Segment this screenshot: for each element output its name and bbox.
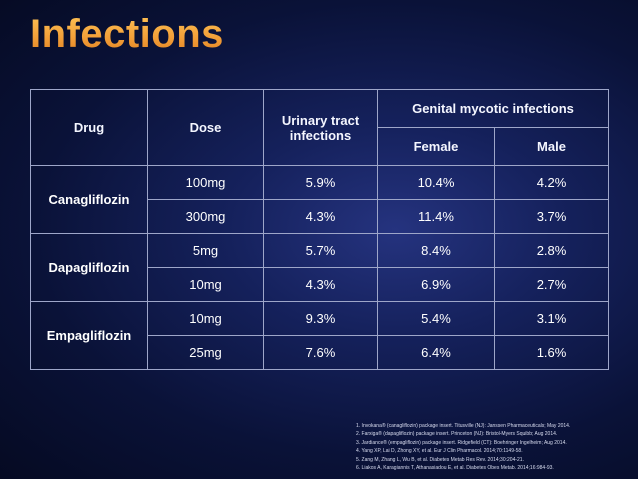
drug-cell-empagliflozin: Empagliflozin bbox=[30, 301, 148, 370]
male-cell: 4.2% bbox=[493, 165, 610, 200]
dose-cell: 300mg bbox=[147, 199, 264, 234]
header-urinary-tract-infections: Urinary tract infections bbox=[263, 89, 378, 166]
dose-cell: 5mg bbox=[147, 233, 264, 268]
female-cell: 10.4% bbox=[377, 165, 495, 200]
table-row: Dapagliflozin 5mg 5.7% 8.4% 2.8% bbox=[30, 233, 610, 302]
slide-title: Infections bbox=[30, 12, 224, 56]
female-cell: 11.4% bbox=[377, 199, 495, 234]
reference-item: 6. Liakos A, Karagiannis T, Athanasiadou… bbox=[356, 465, 554, 472]
male-cell: 3.7% bbox=[493, 199, 610, 234]
male-cell: 2.8% bbox=[493, 233, 610, 268]
table-row: Empagliflozin 10mg 9.3% 5.4% 3.1% bbox=[30, 301, 610, 370]
uti-cell: 5.7% bbox=[263, 233, 378, 268]
table-row: Canagliflozin 100mg 5.9% 10.4% 4.2% bbox=[30, 165, 610, 234]
dose-cell: 25mg bbox=[147, 335, 264, 370]
reference-item: 5. Zang M, Zhang L, Wu B, et al. Diabete… bbox=[356, 456, 524, 463]
references: 1. Invokana® (canagliflozin) package ins… bbox=[356, 422, 626, 472]
header-drug: Drug bbox=[30, 89, 148, 166]
header-genital-mycotic-infections: Genital mycotic infections bbox=[376, 89, 610, 128]
female-cell: 6.9% bbox=[377, 267, 495, 302]
male-cell: 2.7% bbox=[493, 267, 610, 302]
header-dose: Dose bbox=[147, 89, 264, 166]
reference-item: 4. Yang XP, Lai D, Zhong XY, et al. Eur … bbox=[356, 448, 523, 455]
female-cell: 6.4% bbox=[377, 335, 495, 370]
header-female: Female bbox=[377, 127, 495, 166]
dose-cell: 10mg bbox=[147, 301, 264, 336]
header-male: Male bbox=[493, 127, 610, 166]
table-row: 10mg 4.3% 6.9% 2.7% bbox=[31, 267, 610, 302]
male-cell: 1.6% bbox=[493, 335, 610, 370]
dose-cell: 10mg bbox=[147, 267, 264, 302]
reference-item: 1. Invokana® (canagliflozin) package ins… bbox=[356, 423, 571, 429]
female-cell: 5.4% bbox=[377, 301, 495, 336]
uti-cell: 4.3% bbox=[263, 267, 378, 302]
uti-cell: 5.9% bbox=[263, 165, 378, 200]
table-row: 300mg 4.3% 11.4% 3.7% bbox=[31, 199, 610, 234]
uti-cell: 9.3% bbox=[263, 301, 378, 336]
infections-table: Drug Dose Urinary tract infections Genit… bbox=[30, 89, 610, 370]
dose-cell: 100mg bbox=[147, 165, 264, 200]
uti-cell: 7.6% bbox=[263, 335, 378, 370]
reference-item: 3. Jardiance® (empagliflozin) package in… bbox=[356, 439, 567, 446]
reference-item: 2. Farxiga® (dapagliflozin) package inse… bbox=[356, 431, 558, 438]
drug-cell-canagliflozin: Canagliflozin bbox=[30, 165, 148, 234]
uti-cell: 4.3% bbox=[263, 199, 378, 234]
table-row: 25mg 7.6% 6.4% 1.6% bbox=[31, 335, 610, 370]
drug-cell-dapagliflozin: Dapagliflozin bbox=[30, 233, 148, 302]
male-cell: 3.1% bbox=[493, 301, 610, 336]
female-cell: 8.4% bbox=[377, 233, 495, 268]
